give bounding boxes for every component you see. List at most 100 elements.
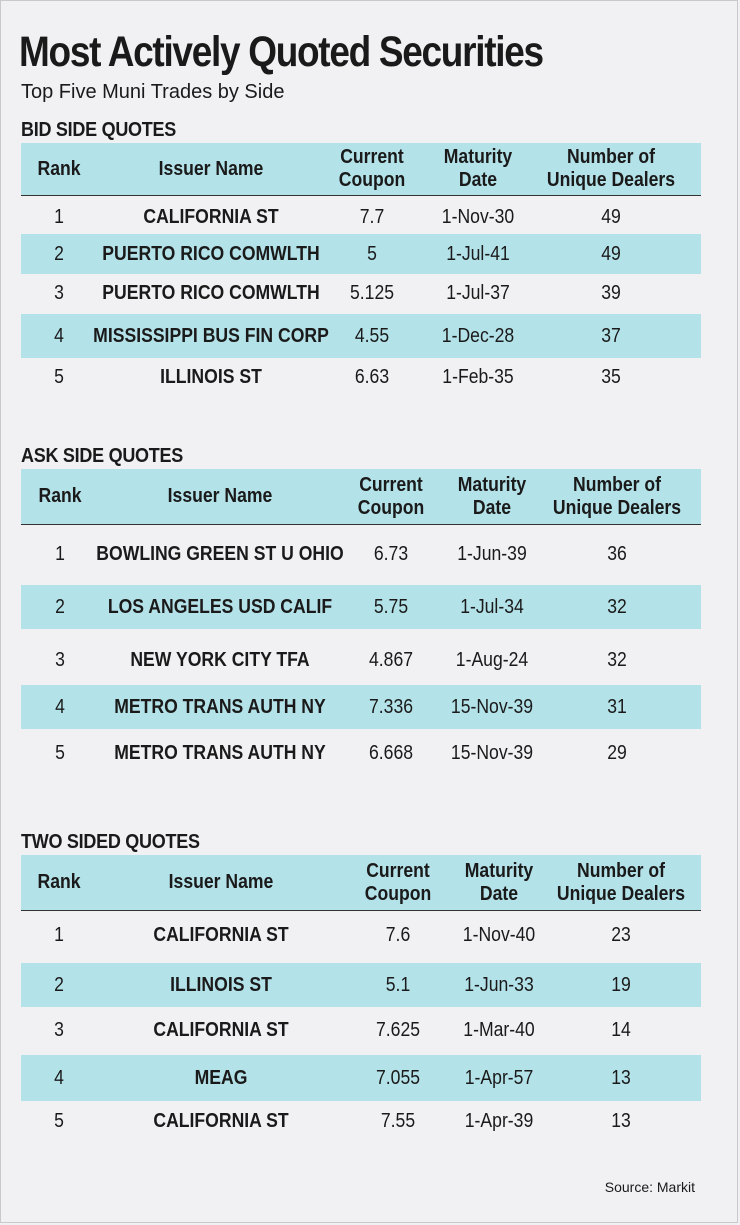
source-note: Source: Markit [604,1179,695,1195]
table-row: 4 MISSISSIPPI BUS FIN CORP 4.55 1-Dec-28… [21,314,701,358]
table-row: 4 METRO TRANS AUTH NY 7.336 15-Nov-39 31 [21,685,701,729]
coupon-cell: 5 [367,242,377,265]
header-coupon: Current Coupon [338,146,406,191]
rank-cell: 1 [55,542,65,565]
issuer-cell: BOWLING GREEN ST U OHIO [96,542,344,565]
table-row: 2 ILLINOIS ST 5.1 1-Jun-33 19 [21,963,701,1007]
dealers-cell: 13 [611,1109,631,1132]
rank-cell: 5 [54,365,64,388]
maturity-cell: 1-Apr-57 [464,1066,534,1089]
dealers-cell: 32 [607,595,627,618]
rank-cell: 1 [54,205,64,228]
table-row: 1 CALIFORNIA ST 7.7 1-Nov-30 49 [21,197,701,237]
table-row: 4 MEAG 7.055 1-Apr-57 13 [21,1055,701,1101]
issuer-cell: CALIFORNIA ST [153,923,289,946]
coupon-cell: 7.055 [375,1066,421,1089]
header-dealers: Number of Unique Dealers [556,859,686,905]
rank-cell: 3 [54,281,64,304]
maturity-cell: 15-Nov-39 [450,695,534,718]
dealers-cell: 31 [607,695,627,718]
header-rank: Rank [37,871,81,893]
rank-cell: 4 [55,695,65,718]
rank-cell: 1 [54,923,64,946]
issuer-cell: PUERTO RICO COMWLTH [102,281,320,304]
dealers-cell: 29 [607,741,627,764]
header-rank: Rank [37,157,81,180]
table-row: 2 LOS ANGELES USD CALIF 5.75 1-Jul-34 32 [21,585,701,629]
dealers-cell: 23 [611,923,631,946]
issuer-cell: ILLINOIS ST [160,365,262,388]
issuer-cell: PUERTO RICO COMWLTH [102,242,320,265]
header-issuer: Issuer Name [167,485,273,507]
table-row: 1 BOWLING GREEN ST U OHIO 6.73 1-Jun-39 … [21,529,701,579]
rank-cell: 2 [54,242,64,265]
rank-cell: 2 [55,595,65,618]
bid-section-title: BID SIDE QUOTES [21,119,176,141]
maturity-cell: 1-Nov-40 [462,923,536,946]
table-row: 5 METRO TRANS AUTH NY 6.668 15-Nov-39 29 [21,729,701,777]
bid-table-header: Rank Issuer Name Current Coupon Maturity D… [21,143,701,196]
header-rank: Rank [38,485,82,507]
header-maturity: Maturity Date [464,859,534,905]
table-row: 3 NEW YORK CITY TFA 4.867 1-Aug-24 32 [21,635,701,685]
header-issuer: Issuer Name [168,871,274,893]
two-sided-section-title: TWO SIDED QUOTES [21,831,200,853]
table-row: 2 PUERTO RICO COMWLTH 5 1-Jul-41 49 [21,234,701,274]
coupon-cell: 4.55 [354,324,390,347]
dealers-cell: 32 [607,648,627,671]
coupon-cell: 6.668 [368,741,414,764]
dealers-cell: 39 [601,281,621,304]
coupon-cell: 6.73 [373,542,409,565]
two-sided-table-header: Rank Issuer Name Current Coupon Maturity D… [21,855,701,911]
dealers-cell: 37 [601,324,621,347]
maturity-cell: 1-Aug-24 [455,648,529,671]
maturity-cell: 1-Jul-34 [460,595,524,618]
header-coupon: Current Coupon [357,473,425,519]
page-title: Most Actively Quoted Securities [19,28,544,76]
page-subtitle: Top Five Muni Trades by Side [21,81,285,103]
dealers-cell: 49 [601,242,621,265]
ask-table-header: Rank Issuer Name Current Coupon Maturity D… [21,469,701,525]
issuer-cell: MISSISSIPPI BUS FIN CORP [93,324,329,347]
coupon-cell: 6.63 [354,365,390,388]
coupon-cell: 5.75 [373,595,409,618]
maturity-cell: 1-Jun-39 [457,542,527,565]
rank-cell: 3 [54,1018,64,1041]
maturity-cell: 1-Jun-33 [464,973,534,996]
rank-cell: 4 [54,324,64,347]
rank-cell: 4 [54,1066,64,1089]
coupon-cell: 7.6 [385,923,411,946]
rank-cell: 2 [54,973,64,996]
table-row: 5 ILLINOIS ST 6.63 1-Feb-35 35 [21,357,701,397]
table-row: 3 PUERTO RICO COMWLTH 5.125 1-Jul-37 39 [21,273,701,313]
dealers-cell: 14 [611,1018,631,1041]
coupon-cell: 7.55 [380,1109,416,1132]
issuer-cell: CALIFORNIA ST [143,205,279,228]
dealers-cell: 49 [601,205,621,228]
maturity-cell: 1-Dec-28 [441,324,515,347]
header-issuer: Issuer Name [158,157,264,180]
header-dealers: Number of Unique Dealers [552,473,682,519]
dealers-cell: 19 [611,973,631,996]
issuer-cell: LOS ANGELES USD CALIF [107,595,333,618]
header-maturity: Maturity Date [443,146,513,191]
maturity-cell: 1-Feb-35 [442,365,514,388]
table-row: 5 CALIFORNIA ST 7.55 1-Apr-39 13 [21,1099,701,1143]
rank-cell: 5 [55,741,65,764]
maturity-cell: 1-Nov-30 [441,205,515,228]
coupon-cell: 5.125 [349,281,395,304]
header-coupon: Current Coupon [364,859,432,905]
rank-cell: 5 [54,1109,64,1132]
ask-section-title: ASK SIDE QUOTES [21,445,183,467]
table-row: 1 CALIFORNIA ST 7.6 1-Nov-40 23 [21,911,701,959]
header-maturity: Maturity Date [457,473,527,519]
issuer-cell: CALIFORNIA ST [153,1109,289,1132]
coupon-cell: 7.336 [368,695,414,718]
dealers-cell: 35 [601,365,621,388]
maturity-cell: 1-Jul-37 [446,281,510,304]
maturity-cell: 1-Mar-40 [463,1018,535,1041]
issuer-cell: METRO TRANS AUTH NY [114,695,326,718]
maturity-cell: 1-Apr-39 [464,1109,534,1132]
coupon-cell: 5.1 [385,973,411,996]
dealers-cell: 36 [607,542,627,565]
